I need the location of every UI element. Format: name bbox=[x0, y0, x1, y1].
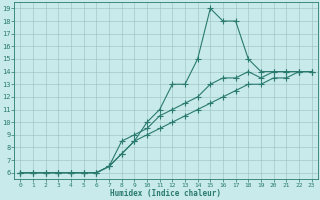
X-axis label: Humidex (Indice chaleur): Humidex (Indice chaleur) bbox=[110, 189, 221, 198]
